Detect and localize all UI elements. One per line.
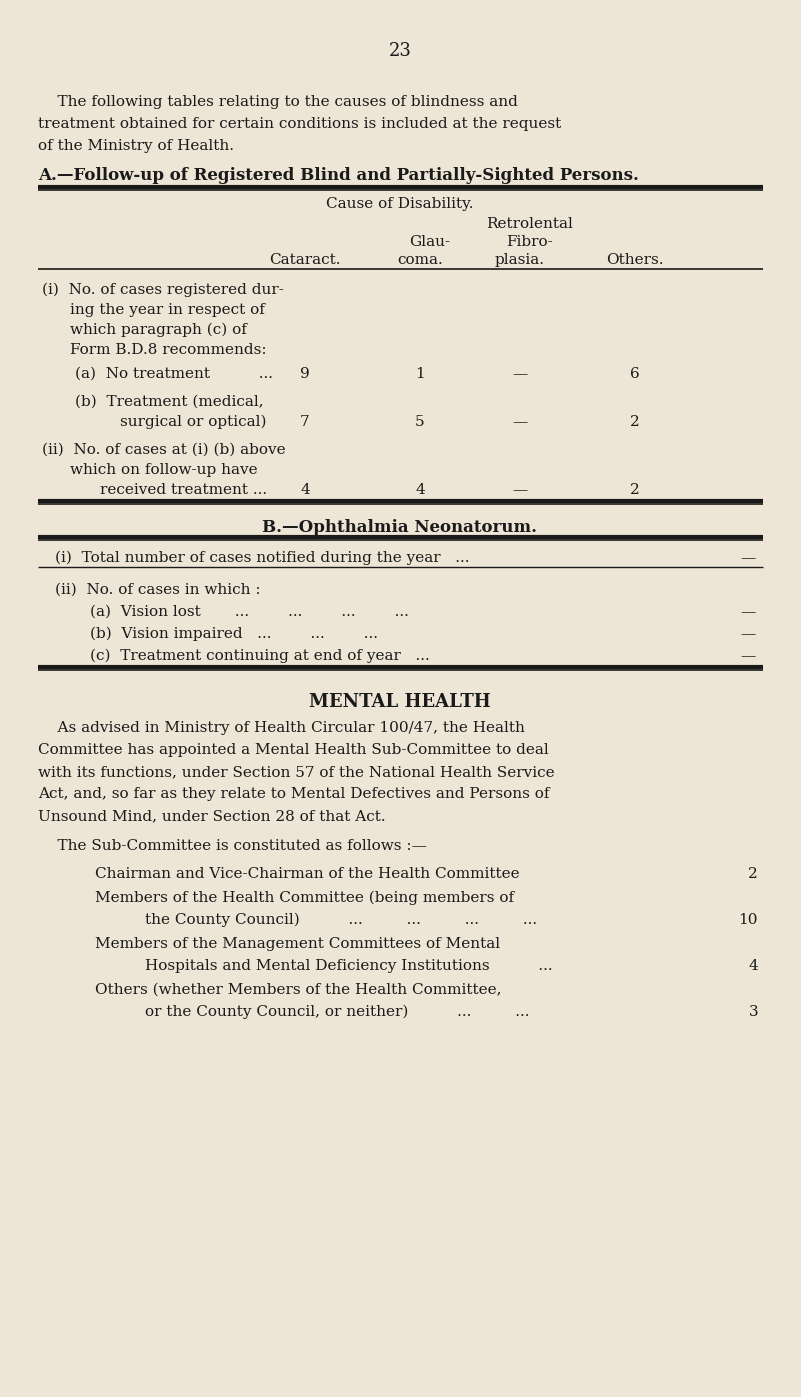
Text: 4: 4	[748, 958, 758, 972]
Text: 23: 23	[388, 42, 412, 60]
Text: 10: 10	[739, 914, 758, 928]
Text: of the Ministry of Health.: of the Ministry of Health.	[38, 138, 234, 154]
Text: (c)  Treatment continuing at end of year   ...: (c) Treatment continuing at end of year …	[90, 650, 430, 664]
Text: —: —	[740, 650, 755, 664]
Text: Retrolental: Retrolental	[486, 217, 574, 231]
Text: (i)  Total number of cases notified during the year   ...: (i) Total number of cases notified durin…	[55, 550, 469, 566]
Text: surgical or optical): surgical or optical)	[120, 415, 267, 429]
Text: —: —	[513, 483, 528, 497]
Text: 4: 4	[300, 483, 310, 497]
Text: the County Council)          ...         ...         ...         ...: the County Council) ... ... ... ...	[145, 914, 537, 928]
Text: Fibro-: Fibro-	[506, 235, 553, 249]
Text: 6: 6	[630, 367, 640, 381]
Text: MENTAL HEALTH: MENTAL HEALTH	[309, 693, 491, 711]
Text: As advised in Ministry of Health Circular 100/47, the Health: As advised in Ministry of Health Circula…	[38, 721, 525, 735]
Text: (a)  Vision lost       ...        ...        ...        ...: (a) Vision lost ... ... ... ...	[90, 605, 409, 619]
Text: 2: 2	[630, 415, 640, 429]
Text: Form B.D.8 recommends:: Form B.D.8 recommends:	[70, 344, 267, 358]
Text: —: —	[513, 367, 528, 381]
Text: treatment obtained for certain conditions is included at the request: treatment obtained for certain condition…	[38, 117, 562, 131]
Text: —: —	[740, 550, 755, 564]
Text: Cause of Disability.: Cause of Disability.	[326, 197, 473, 211]
Text: with its functions, under Section 57 of the National Health Service: with its functions, under Section 57 of …	[38, 766, 554, 780]
Text: (b)  Vision impaired   ...        ...        ...: (b) Vision impaired ... ... ...	[90, 627, 378, 641]
Text: Cataract.: Cataract.	[269, 253, 340, 267]
Text: Committee has appointed a Mental Health Sub-Committee to deal: Committee has appointed a Mental Health …	[38, 743, 549, 757]
Text: 1: 1	[415, 367, 425, 381]
Text: received treatment ...: received treatment ...	[100, 483, 267, 497]
Text: (ii)  No. of cases in which :: (ii) No. of cases in which :	[55, 583, 260, 597]
Text: coma.: coma.	[397, 253, 443, 267]
Text: (b)  Treatment (medical,: (b) Treatment (medical,	[75, 395, 264, 409]
Text: 3: 3	[748, 1004, 758, 1018]
Text: 9: 9	[300, 367, 310, 381]
Text: (a)  No treatment          ...: (a) No treatment ...	[75, 367, 273, 381]
Text: —: —	[740, 605, 755, 619]
Text: 4: 4	[415, 483, 425, 497]
Text: which paragraph (c) of: which paragraph (c) of	[70, 323, 247, 338]
Text: (i)  No. of cases registered dur-: (i) No. of cases registered dur-	[42, 284, 284, 298]
Text: The Sub-Committee is constituted as follows :—: The Sub-Committee is constituted as foll…	[38, 840, 427, 854]
Text: Act, and, so far as they relate to Mental Defectives and Persons of: Act, and, so far as they relate to Menta…	[38, 787, 549, 800]
Text: ing the year in respect of: ing the year in respect of	[70, 303, 265, 317]
Text: Chairman and Vice-Chairman of the Health Committee: Chairman and Vice-Chairman of the Health…	[95, 868, 520, 882]
Text: The following tables relating to the causes of blindness and: The following tables relating to the cau…	[38, 95, 518, 109]
Text: Others (whether Members of the Health Committee,: Others (whether Members of the Health Co…	[95, 983, 501, 997]
Text: 2: 2	[748, 868, 758, 882]
Text: Unsound Mind, under Section 28 of that Act.: Unsound Mind, under Section 28 of that A…	[38, 809, 385, 823]
Text: (ii)  No. of cases at (i) (b) above: (ii) No. of cases at (i) (b) above	[42, 443, 286, 457]
Text: 5: 5	[415, 415, 425, 429]
Text: or the County Council, or neither)          ...         ...: or the County Council, or neither) ... .…	[145, 1004, 529, 1020]
Text: Members of the Health Committee (being members of: Members of the Health Committee (being m…	[95, 891, 514, 905]
Text: A.—Follow-up of Registered Blind and Partially-Sighted Persons.: A.—Follow-up of Registered Blind and Par…	[38, 168, 639, 184]
Text: plasia.: plasia.	[495, 253, 545, 267]
Text: Members of the Management Committees of Mental: Members of the Management Committees of …	[95, 937, 500, 951]
Text: which on follow-up have: which on follow-up have	[70, 462, 258, 476]
Text: Hospitals and Mental Deficiency Institutions          ...: Hospitals and Mental Deficiency Institut…	[145, 958, 553, 972]
Text: —: —	[740, 627, 755, 641]
Text: B.—Ophthalmia Neonatorum.: B.—Ophthalmia Neonatorum.	[263, 520, 537, 536]
Text: 2: 2	[630, 483, 640, 497]
Text: Others.: Others.	[606, 253, 664, 267]
Text: 7: 7	[300, 415, 310, 429]
Text: —: —	[513, 415, 528, 429]
Text: Glau-: Glau-	[409, 235, 450, 249]
